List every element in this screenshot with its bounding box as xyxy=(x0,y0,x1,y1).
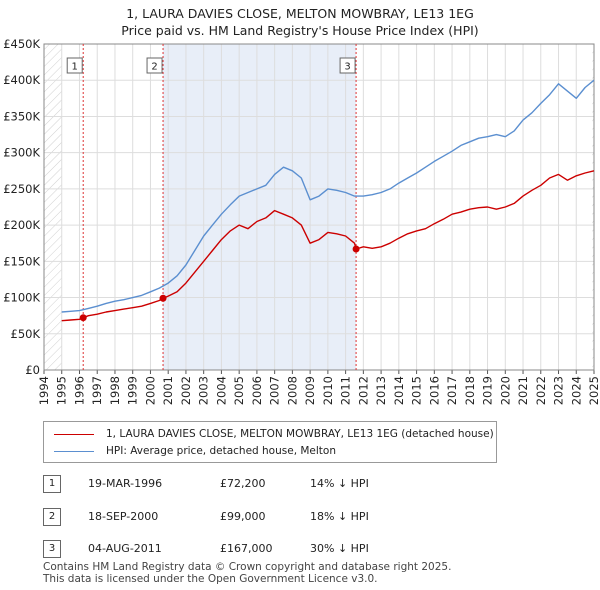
transaction-number: 1 xyxy=(43,475,61,493)
pre-data-region xyxy=(44,44,62,370)
legend-item-property: 1, LAURA DAVIES CLOSE, MELTON MOWBRAY, L… xyxy=(54,426,494,442)
transaction-label: 3 xyxy=(344,62,350,73)
x-tick-label: 1999 xyxy=(126,376,140,405)
y-tick-label: £450K xyxy=(3,37,40,51)
x-tick-label: 2013 xyxy=(374,376,388,405)
transaction-hpi-diff: 14% ↓ HPI xyxy=(310,477,369,490)
price-chart: £0 £50K £100K £150K £200K £250K £300K £350K £400… xyxy=(3,37,600,405)
legend-label-hpi: HPI: Average price, detached house, Melt… xyxy=(106,445,337,457)
x-tick-label: 1994 xyxy=(37,376,51,405)
x-tick-label: 2002 xyxy=(179,376,193,405)
transaction-label-box xyxy=(66,57,83,74)
post-data-region xyxy=(592,44,594,370)
transaction-date: 18-SEP-2000 xyxy=(88,510,159,523)
x-tick-label: 1996 xyxy=(72,376,86,405)
legend: 1, LAURA DAVIES CLOSE, MELTON MOWBRAY, L… xyxy=(43,421,497,463)
x-tick-label: 2008 xyxy=(285,376,299,405)
legend-swatch-property xyxy=(54,433,94,435)
x-tick-label: 2005 xyxy=(232,376,246,405)
y-tick-label: £250K xyxy=(3,182,40,196)
transaction-date: 19-MAR-1996 xyxy=(88,477,163,490)
x-tick-label: 2022 xyxy=(534,376,548,405)
x-tick-label: 2003 xyxy=(197,376,211,405)
x-tick-label: 2019 xyxy=(481,376,495,405)
property-price-line xyxy=(61,170,595,322)
transaction-label: 2 xyxy=(151,62,157,73)
y-tick-label: £0 xyxy=(25,363,40,377)
chart-title-line2: Price paid vs. HM Land Registry's House … xyxy=(121,23,479,38)
x-tick-label: 2011 xyxy=(339,376,353,405)
plot-border xyxy=(43,43,595,371)
footer-licence: This data is licensed under the Open Gov… xyxy=(43,573,378,585)
x-tick-label: 1998 xyxy=(108,376,122,405)
y-tick-label: £350K xyxy=(3,109,40,123)
x-tick-label: 1997 xyxy=(90,376,104,405)
shaded-period xyxy=(163,44,357,370)
legend-swatch-hpi xyxy=(54,450,94,452)
transaction-date: 04-AUG-2011 xyxy=(88,542,162,555)
x-tick-label: 2012 xyxy=(356,376,370,405)
y-tick-label: £300K xyxy=(3,146,40,160)
transaction-label: 1 xyxy=(72,62,78,73)
x-tick-label: 2004 xyxy=(214,376,228,405)
transaction-hpi-diff: 18% ↓ HPI xyxy=(310,510,369,523)
y-tick-label: £100K xyxy=(3,291,40,305)
x-tick-label: 2024 xyxy=(569,376,583,405)
sale-point xyxy=(79,314,87,322)
transaction-price: £167,000 xyxy=(220,542,273,555)
x-tick-label: 2007 xyxy=(268,376,282,405)
hpi-line xyxy=(61,79,595,313)
x-tick-label: 2025 xyxy=(587,376,600,405)
x-tick-label: 2015 xyxy=(410,376,424,405)
x-tick-label: 2000 xyxy=(143,376,157,405)
x-tick-label: 1995 xyxy=(55,376,69,405)
chart-title-line1: 1, LAURA DAVIES CLOSE, MELTON MOWBRAY, L… xyxy=(126,6,474,21)
x-tick-label: 2001 xyxy=(161,376,175,405)
x-tick-label: 2020 xyxy=(498,376,512,405)
transaction-hpi-diff: 30% ↓ HPI xyxy=(310,542,369,555)
x-tick-label: 2006 xyxy=(250,376,264,405)
transaction-price: £72,200 xyxy=(220,477,266,490)
transaction-number: 2 xyxy=(43,508,61,526)
y-tick-label: £150K xyxy=(3,254,40,268)
transaction-number: 3 xyxy=(43,540,61,558)
transaction-label-box xyxy=(146,57,163,74)
y-tick-label: £50K xyxy=(11,327,41,341)
y-tick-label: £400K xyxy=(3,73,40,87)
x-tick-label: 2017 xyxy=(445,376,459,405)
x-tick-label: 2009 xyxy=(303,376,317,405)
legend-item-hpi: HPI: Average price, detached house, Melt… xyxy=(54,443,336,459)
transaction-price: £99,000 xyxy=(220,510,266,523)
sale-point xyxy=(159,294,167,302)
x-tick-label: 2018 xyxy=(463,376,477,405)
x-tick-label: 2016 xyxy=(427,376,441,405)
x-tick-label: 2014 xyxy=(392,376,406,405)
x-tick-label: 2010 xyxy=(321,376,335,405)
x-tick-label: 2021 xyxy=(516,376,530,405)
transaction-label-box xyxy=(339,57,356,74)
legend-label-property: 1, LAURA DAVIES CLOSE, MELTON MOWBRAY, L… xyxy=(106,428,494,440)
x-tick-label: 2023 xyxy=(552,376,566,405)
footer-copyright: Contains HM Land Registry data © Crown c… xyxy=(43,561,452,573)
sale-point xyxy=(352,245,360,253)
y-tick-label: £200K xyxy=(3,218,40,232)
